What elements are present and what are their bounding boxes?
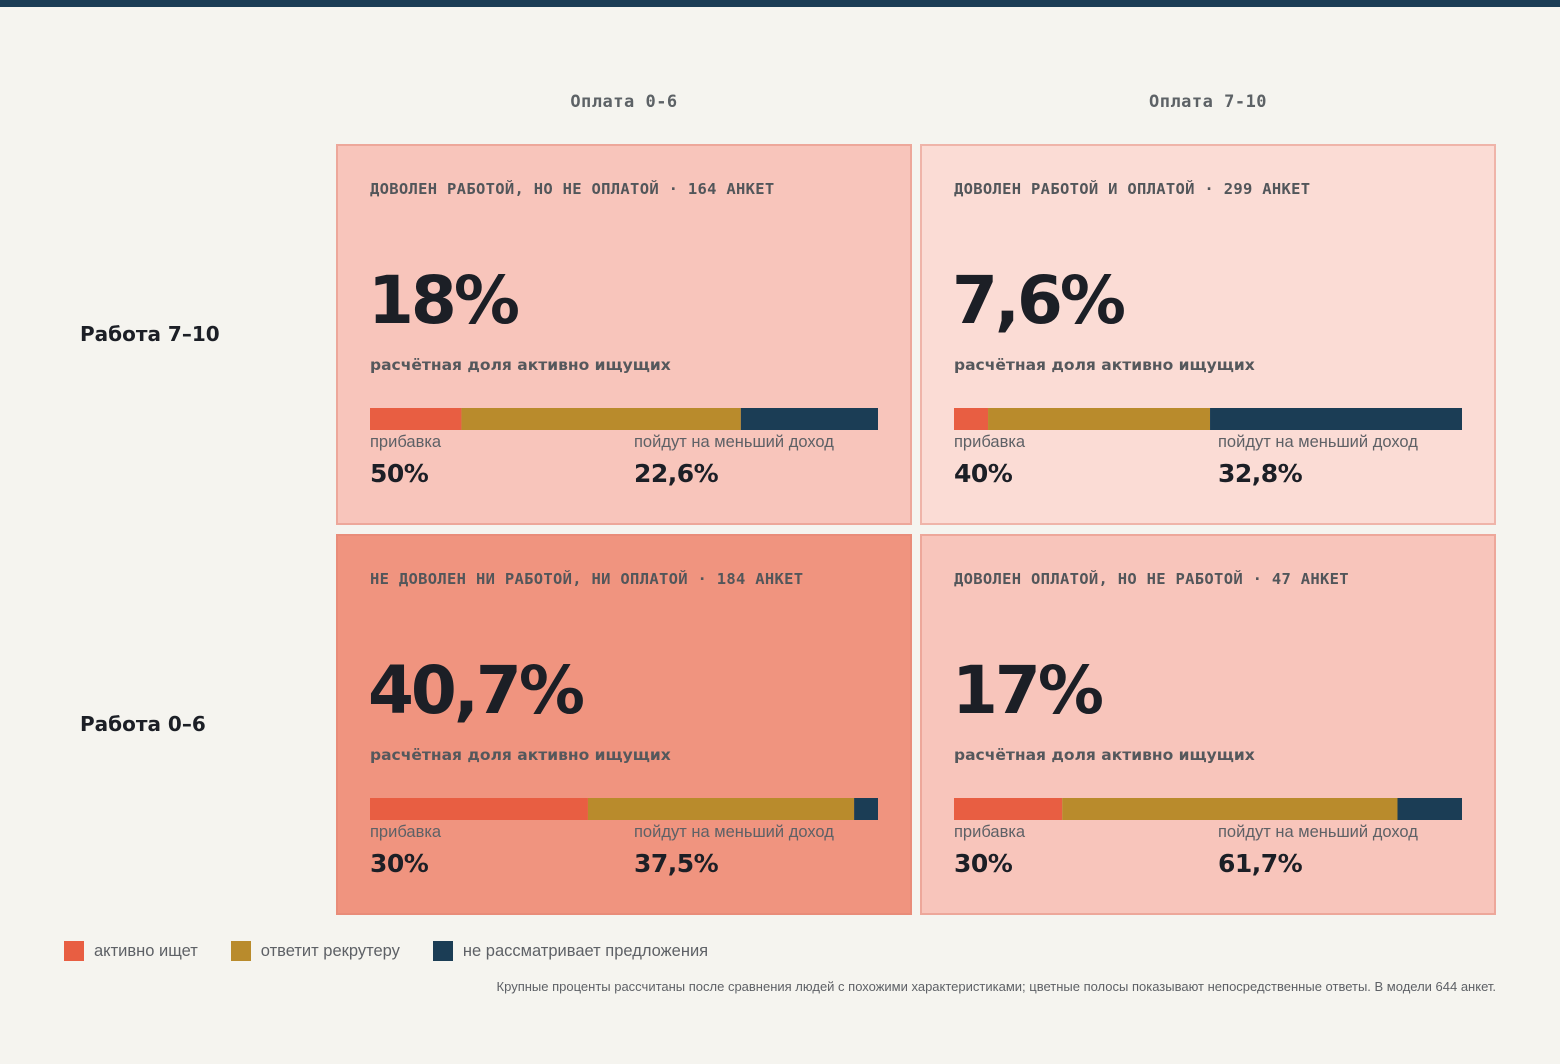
raise-value: 40% [954, 459, 1013, 488]
lower-income-value: 37,5% [634, 849, 719, 878]
bar-segment-not-considering [854, 798, 878, 820]
stacked-bar-svg [954, 408, 1462, 430]
bar-segment-recruiter [988, 408, 1211, 430]
bar-segment-active [370, 798, 588, 820]
quadrant-cell: ДОВОЛЕН РАБОТОЙ, НО НЕ ОПЛАТОЙ · 164 АНК… [336, 144, 912, 525]
big-percentage-caption: расчётная доля активно ищущих [370, 746, 671, 764]
quadrant-cell: НЕ ДОВОЛЕН НИ РАБОТОЙ, НИ ОПЛАТОЙ · 184 … [336, 534, 912, 915]
big-percentage: 17% [952, 652, 1104, 729]
legend-label: активно ищет [94, 941, 198, 960]
raise-label: прибавка [954, 433, 1026, 451]
big-percentage: 7,6% [952, 262, 1126, 339]
legend-item-active: активно ищет [64, 941, 198, 961]
cell-title: ДОВОЛЕН ОПЛАТОЙ, НО НЕ РАБОТОЙ · 47 АНКЕ… [954, 570, 1349, 588]
bar-segment-not-considering [1397, 798, 1462, 820]
bar-segment-active [954, 798, 1063, 820]
bar-segment-recruiter [1062, 798, 1398, 820]
legend-item-not-considering: не рассматривает предложения [432, 941, 709, 961]
raise-label: прибавка [370, 433, 442, 451]
big-percentage: 40,7% [368, 652, 585, 729]
big-percentage-caption: расчётная доля активно ищущих [954, 356, 1255, 374]
lower-income-label: пойдут на меньший доход [634, 823, 834, 841]
stacked-bar [370, 408, 878, 430]
raise-label: прибавка [370, 823, 442, 841]
raise-label: прибавка [954, 823, 1026, 841]
legend-swatch-active [64, 941, 84, 961]
lower-income-value: 61,7% [1218, 849, 1303, 878]
column-header-pay-low: Оплата 0-6 [570, 92, 678, 112]
stacked-bar [370, 798, 878, 820]
lower-income-label: пойдут на меньший доход [1218, 433, 1418, 451]
lower-income-value: 32,8% [1218, 459, 1303, 488]
bar-segment-active [370, 408, 462, 430]
stacked-bar [954, 408, 1462, 430]
legend-label: ответит рекрутеру [260, 941, 400, 960]
big-percentage-caption: расчётная доля активно ищущих [954, 746, 1255, 764]
big-percentage: 18% [368, 262, 520, 339]
row-header-work-high: Работа 7–10 [80, 322, 220, 346]
stacked-bar-svg [370, 408, 878, 430]
raise-value: 50% [370, 459, 429, 488]
stacked-bar-svg [954, 798, 1462, 820]
column-header-pay-high: Оплата 7-10 [1148, 92, 1268, 112]
cell-title: НЕ ДОВОЛЕН НИ РАБОТОЙ, НИ ОПЛАТОЙ · 184 … [370, 570, 804, 588]
bar-segment-recruiter [461, 408, 741, 430]
footnote: Крупные проценты рассчитаны после сравне… [496, 979, 1496, 994]
bar-segment-not-considering [740, 408, 878, 430]
raise-value: 30% [370, 849, 429, 878]
quadrant-cell: ДОВОЛЕН ОПЛАТОЙ, НО НЕ РАБОТОЙ · 47 АНКЕ… [920, 534, 1496, 915]
cell-title: ДОВОЛЕН РАБОТОЙ И ОПЛАТОЙ · 299 АНКЕТ [954, 180, 1311, 198]
legend: активно ищет ответит рекрутеру не рассма… [64, 941, 741, 961]
legend-label: не рассматривает предложения [462, 941, 709, 960]
legend-swatch-not-considering [432, 941, 453, 961]
legend-swatch-recruiter [230, 941, 251, 961]
stacked-bar-svg [370, 798, 878, 820]
top-rule [0, 0, 1560, 7]
legend-item-recruiter: ответит рекрутеру [230, 941, 400, 961]
row-header-work-low: Работа 0–6 [80, 712, 206, 736]
bar-segment-recruiter [587, 798, 855, 820]
lower-income-label: пойдут на меньший доход [634, 433, 834, 451]
lower-income-value: 22,6% [634, 459, 719, 488]
bar-segment-active [954, 408, 989, 430]
lower-income-label: пойдут на меньший доход [1218, 823, 1418, 841]
stacked-bar [954, 798, 1462, 820]
bar-segment-not-considering [1210, 408, 1462, 430]
cell-title: ДОВОЛЕН РАБОТОЙ, НО НЕ ОПЛАТОЙ · 164 АНК… [370, 180, 775, 198]
raise-value: 30% [954, 849, 1013, 878]
quadrant-cell: ДОВОЛЕН РАБОТОЙ И ОПЛАТОЙ · 299 АНКЕТ 7,… [920, 144, 1496, 525]
big-percentage-caption: расчётная доля активно ищущих [370, 356, 671, 374]
